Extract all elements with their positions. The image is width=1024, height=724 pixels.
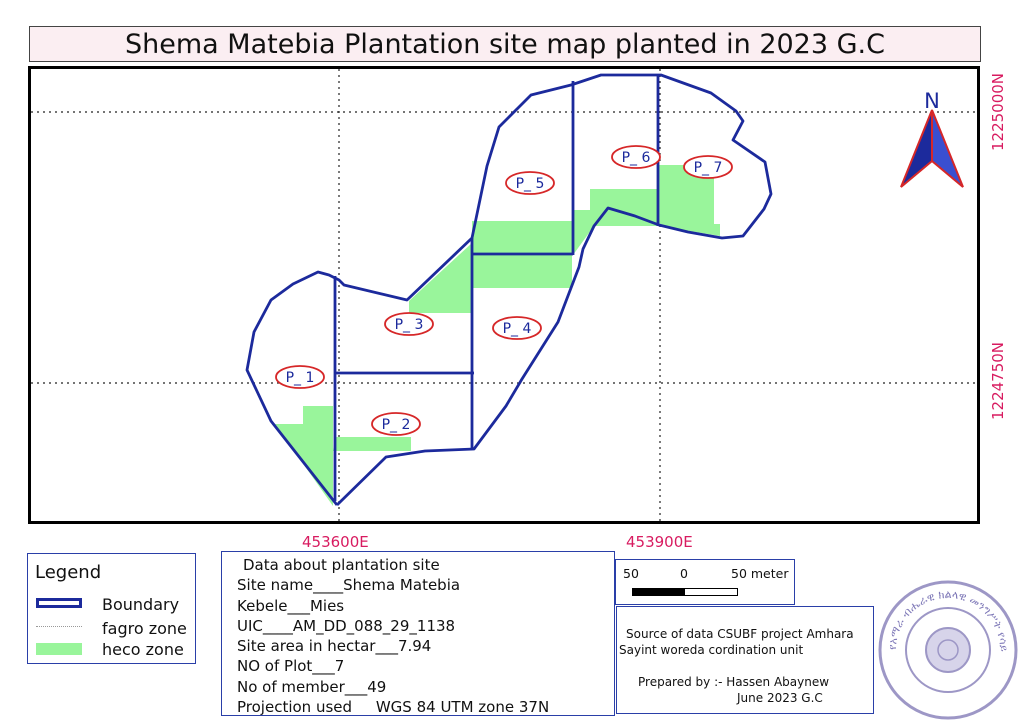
plot-label-p2: P_ 2 bbox=[371, 412, 421, 436]
legend-label-heco: heco zone bbox=[102, 640, 184, 659]
heco-zone-p7 bbox=[659, 165, 720, 236]
heco-zones bbox=[275, 165, 720, 506]
easting-label-453600e: 453600E bbox=[302, 533, 369, 551]
north-arrow-label: N bbox=[924, 89, 940, 113]
info-site-name: Site name____Shema Matebia bbox=[237, 576, 461, 594]
heco-zone-p2 bbox=[333, 437, 411, 451]
scale-bar-box: 50 0 50 meter bbox=[615, 559, 795, 605]
plot-label-text-p5: P_ 5 bbox=[516, 176, 545, 192]
plot-label-text-p3: P_ 3 bbox=[395, 317, 424, 333]
plot-label-p6: P_ 6 bbox=[611, 145, 661, 169]
scale-label-middle: 0 bbox=[680, 566, 688, 581]
info-heading: Data about plantation site bbox=[243, 556, 440, 574]
info-uic: UIC____AM_DD_088_29_1138 bbox=[237, 617, 456, 635]
legend-label-boundary: Boundary bbox=[102, 595, 180, 614]
info-no-of-member: No of member___49 bbox=[237, 678, 387, 696]
northing-label-1224750n: 1224750N bbox=[989, 341, 1007, 420]
plot-label-text-p4: P_ 4 bbox=[503, 321, 532, 337]
fagro-swatch bbox=[36, 626, 82, 627]
info-projection: Projection used WGS 84 UTM zone 37N bbox=[237, 698, 550, 716]
heco-swatch bbox=[36, 643, 82, 655]
plot-label-p1: P_ 1 bbox=[275, 365, 325, 389]
scale-bar-dark-segment bbox=[633, 589, 685, 595]
plot-label-p7: P_ 7 bbox=[683, 155, 733, 179]
legend-title: Legend bbox=[35, 562, 102, 583]
map-frame: P_ 1 P_ 2 P_ 3 P_ 4 P_ 5 P_ 6 P_ 7 N bbox=[28, 66, 980, 524]
heco-zone-p4b bbox=[472, 255, 572, 288]
prepared-date: June 2023 G.C bbox=[737, 691, 823, 705]
northing-label-1225000n: 1225000N bbox=[989, 72, 1007, 151]
info-kebele: Kebele___Mies bbox=[237, 597, 345, 615]
plot-label-text-p6: P_ 6 bbox=[622, 150, 651, 166]
map-title: Shema Matebia Plantation site map plante… bbox=[29, 26, 981, 62]
scale-label-right: 50 meter bbox=[731, 566, 789, 581]
scale-label-left: 50 bbox=[623, 566, 639, 581]
source-line-2: Sayint woreda cordination unit bbox=[619, 643, 804, 657]
plot-label-text-p1: P_ 1 bbox=[286, 370, 315, 386]
heco-zone-p5p6 bbox=[573, 189, 658, 255]
plot-label-p5: P_ 5 bbox=[505, 171, 555, 195]
site-boundary-outline bbox=[245, 73, 773, 507]
legend-label-fagro: fagro zone bbox=[102, 619, 187, 638]
info-no-of-plot: NO of Plot___7 bbox=[237, 657, 345, 675]
info-site-area: Site area in hectar___7.94 bbox=[237, 637, 432, 655]
grid-lines bbox=[31, 69, 977, 521]
official-stamp-icon: የአማራ ብሔራዊ ክልላዊ መንግሥት የሳይንት ወረዳ bbox=[876, 578, 1018, 720]
plot-label-p4: P_ 4 bbox=[492, 316, 542, 340]
legend-box: Legend Boundary fagro zone heco zone bbox=[27, 553, 196, 664]
plot-label-text-p7: P_ 7 bbox=[694, 160, 723, 176]
site-map: P_ 1 P_ 2 P_ 3 P_ 4 P_ 5 P_ 6 P_ 7 N bbox=[31, 69, 977, 521]
heco-zone-p4a bbox=[472, 221, 572, 255]
plot-label-text-p2: P_ 2 bbox=[382, 417, 411, 433]
north-arrow-icon: N bbox=[900, 89, 964, 188]
site-info-panel: Data about plantation site Site name____… bbox=[221, 551, 615, 716]
heco-zone-p3 bbox=[409, 243, 472, 313]
scale-bar bbox=[632, 588, 738, 596]
plot-labels: P_ 1 P_ 2 P_ 3 P_ 4 P_ 5 P_ 6 P_ 7 bbox=[275, 145, 733, 436]
source-box: Source of data CSUBF project Amhara Sayi… bbox=[616, 606, 874, 714]
source-line-1: Source of data CSUBF project Amhara bbox=[626, 627, 854, 641]
prepared-by: Prepared by :- Hassen Abaynew bbox=[638, 675, 830, 689]
plot-boundaries bbox=[245, 73, 773, 507]
plot-label-p3: P_ 3 bbox=[384, 312, 434, 336]
easting-label-453900e: 453900E bbox=[626, 533, 693, 551]
boundary-swatch bbox=[36, 598, 82, 608]
